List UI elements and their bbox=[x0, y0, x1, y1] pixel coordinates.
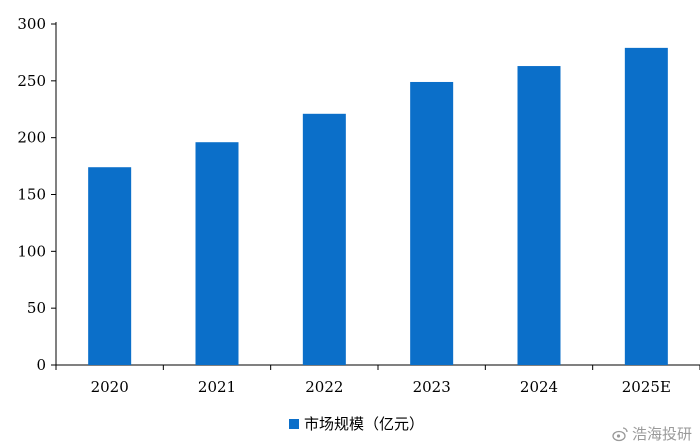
bar bbox=[195, 142, 239, 365]
bar bbox=[410, 81, 454, 365]
x-tick-label: 2021 bbox=[198, 378, 236, 396]
x-tick-label: 2024 bbox=[520, 378, 558, 396]
y-tick-label: 300 bbox=[17, 15, 46, 33]
bar bbox=[624, 47, 668, 366]
y-tick-label: 0 bbox=[36, 356, 46, 374]
x-tick-label: 2023 bbox=[413, 378, 451, 396]
y-tick-label: 250 bbox=[17, 72, 46, 90]
bar bbox=[302, 113, 346, 366]
legend-label: 市场规模（亿元） bbox=[304, 415, 424, 433]
weibo-icon bbox=[612, 426, 628, 441]
watermark-text: 浩海投研 bbox=[631, 425, 692, 443]
legend-swatch bbox=[289, 419, 299, 429]
x-tick-label: 2022 bbox=[305, 378, 343, 396]
x-tick-label: 2020 bbox=[91, 378, 129, 396]
y-tick-label: 200 bbox=[17, 129, 46, 147]
y-tick-label: 50 bbox=[27, 299, 46, 317]
bar bbox=[88, 167, 132, 365]
y-tick-label: 150 bbox=[17, 186, 46, 204]
watermark: 浩海投研 bbox=[612, 423, 692, 444]
x-tick-label: 2025E bbox=[622, 378, 671, 396]
y-tick-label: 100 bbox=[17, 242, 46, 260]
legend: 市场规模（亿元） bbox=[289, 415, 424, 433]
bar bbox=[517, 66, 561, 365]
